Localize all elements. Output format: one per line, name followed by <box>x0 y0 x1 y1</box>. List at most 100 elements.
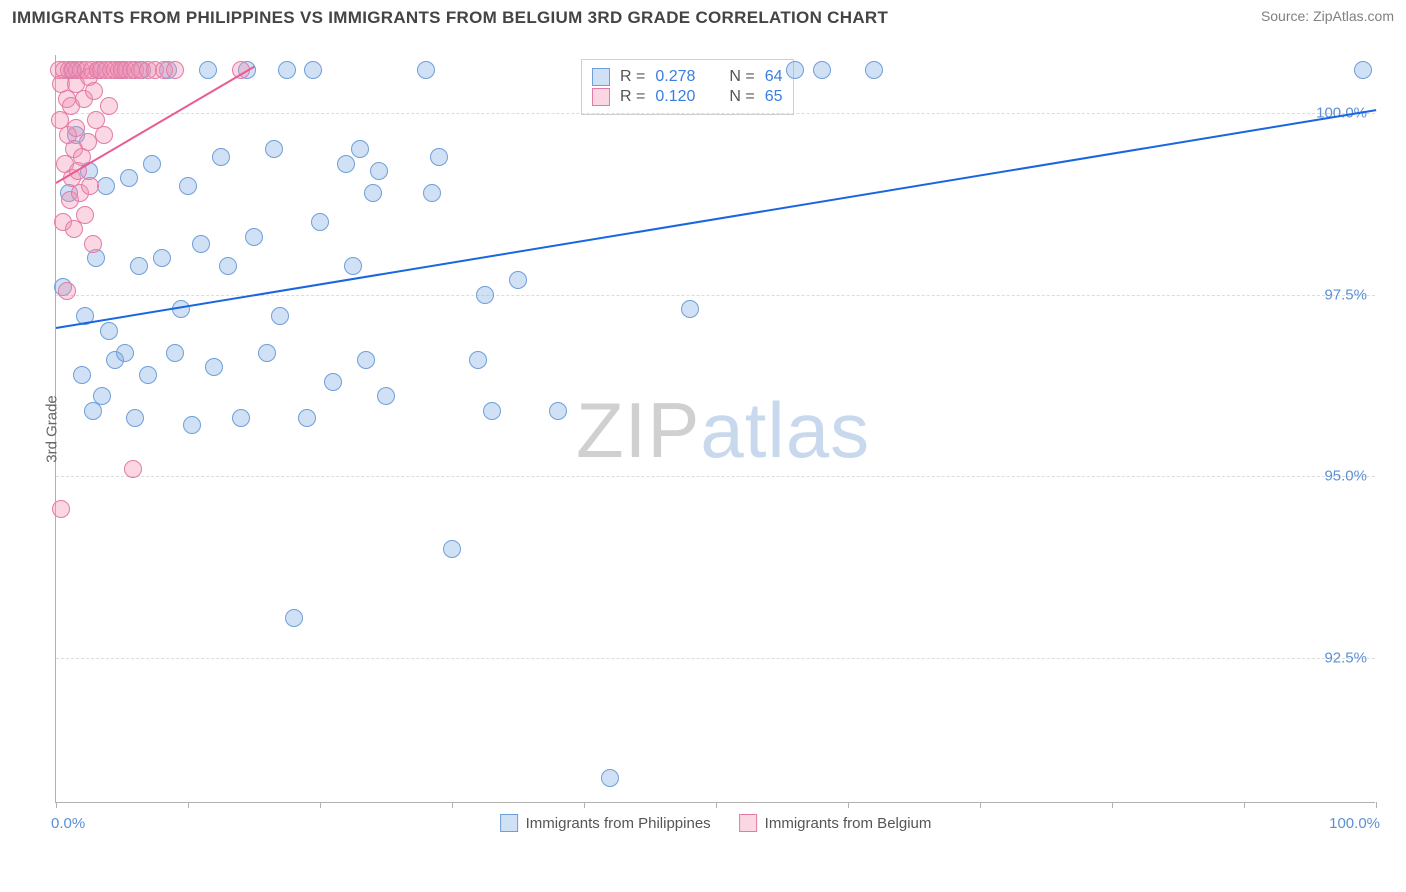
data-point <box>192 235 210 253</box>
x-tick <box>584 802 585 808</box>
grid-line <box>56 113 1375 114</box>
x-tick <box>1112 802 1113 808</box>
data-point <box>1354 61 1372 79</box>
data-point <box>126 409 144 427</box>
corr-row-philippines: R = 0.278 N = 64 <box>592 68 783 86</box>
n-value-belgium: 65 <box>765 88 783 106</box>
data-point <box>166 344 184 362</box>
data-point <box>865 61 883 79</box>
data-point <box>258 344 276 362</box>
x-tick <box>452 802 453 808</box>
data-point <box>278 61 296 79</box>
r-value-belgium: 0.120 <box>655 88 695 106</box>
y-axis-title: 3rd Grade <box>43 395 60 463</box>
legend-swatch-philippines <box>500 814 518 832</box>
x-tick <box>56 802 57 808</box>
grid-line <box>56 476 1375 477</box>
x-tick <box>716 802 717 808</box>
y-tick-label: 92.5% <box>1324 649 1367 666</box>
data-point <box>93 387 111 405</box>
watermark-atlas: atlas <box>700 386 870 474</box>
grid-line <box>56 658 1375 659</box>
trend-line <box>56 109 1376 329</box>
watermark-zip: ZIP <box>576 386 700 474</box>
x-tick <box>980 802 981 808</box>
data-point <box>364 184 382 202</box>
data-point <box>377 387 395 405</box>
data-point <box>179 177 197 195</box>
data-point <box>304 61 322 79</box>
data-point <box>430 148 448 166</box>
data-point <box>219 257 237 275</box>
data-point <box>139 366 157 384</box>
r-label: R = <box>620 68 645 86</box>
data-point <box>95 126 113 144</box>
r-value-philippines: 0.278 <box>655 68 695 86</box>
data-point <box>337 155 355 173</box>
data-point <box>183 416 201 434</box>
x-min-label: 0.0% <box>51 815 85 832</box>
swatch-belgium <box>592 88 610 106</box>
data-point <box>58 282 76 300</box>
data-point <box>166 61 184 79</box>
data-point <box>311 213 329 231</box>
data-point <box>509 271 527 289</box>
data-point <box>130 257 148 275</box>
data-point <box>601 769 619 787</box>
n-label: N = <box>729 88 754 106</box>
data-point <box>52 500 70 518</box>
corr-row-belgium: R = 0.120 N = 65 <box>592 88 783 106</box>
legend-item-belgium: Immigrants from Belgium <box>739 814 932 832</box>
data-point <box>232 409 250 427</box>
data-point <box>124 460 142 478</box>
data-point <box>212 148 230 166</box>
x-tick <box>320 802 321 808</box>
data-point <box>813 61 831 79</box>
x-tick <box>1244 802 1245 808</box>
x-max-label: 100.0% <box>1329 815 1380 832</box>
x-tick <box>1376 802 1377 808</box>
data-point <box>681 300 699 318</box>
data-point <box>298 409 316 427</box>
data-point <box>271 307 289 325</box>
legend-label-philippines: Immigrants from Philippines <box>526 815 711 832</box>
x-tick <box>188 802 189 808</box>
data-point <box>205 358 223 376</box>
chart-title: IMMIGRANTS FROM PHILIPPINES VS IMMIGRANT… <box>12 8 888 28</box>
data-point <box>423 184 441 202</box>
watermark: ZIPatlas <box>576 385 870 476</box>
data-point <box>476 286 494 304</box>
data-point <box>344 257 362 275</box>
n-label: N = <box>729 68 754 86</box>
data-point <box>265 140 283 158</box>
data-point <box>245 228 263 246</box>
r-label: R = <box>620 88 645 106</box>
bottom-legend: Immigrants from Philippines Immigrants f… <box>500 814 932 832</box>
data-point <box>97 177 115 195</box>
data-point <box>443 540 461 558</box>
n-value-philippines: 64 <box>765 68 783 86</box>
data-point <box>483 402 501 420</box>
data-point <box>469 351 487 369</box>
y-tick-label: 95.0% <box>1324 468 1367 485</box>
data-point <box>116 344 134 362</box>
legend-label-belgium: Immigrants from Belgium <box>765 815 932 832</box>
data-point <box>81 177 99 195</box>
x-tick <box>848 802 849 808</box>
data-point <box>143 155 161 173</box>
legend-swatch-belgium <box>739 814 757 832</box>
data-point <box>85 82 103 100</box>
data-point <box>100 97 118 115</box>
data-point <box>199 61 217 79</box>
legend-item-philippines: Immigrants from Philippines <box>500 814 711 832</box>
data-point <box>285 609 303 627</box>
swatch-philippines <box>592 68 610 86</box>
data-point <box>100 322 118 340</box>
data-point <box>786 61 804 79</box>
data-point <box>417 61 435 79</box>
source-label: Source: ZipAtlas.com <box>1261 8 1394 24</box>
y-tick-label: 97.5% <box>1324 286 1367 303</box>
correlation-legend-box: R = 0.278 N = 64 R = 0.120 N = 65 <box>581 59 794 115</box>
data-point <box>324 373 342 391</box>
chart-plot-area: 3rd Grade ZIPatlas R = 0.278 N = 64 R = … <box>55 55 1375 803</box>
